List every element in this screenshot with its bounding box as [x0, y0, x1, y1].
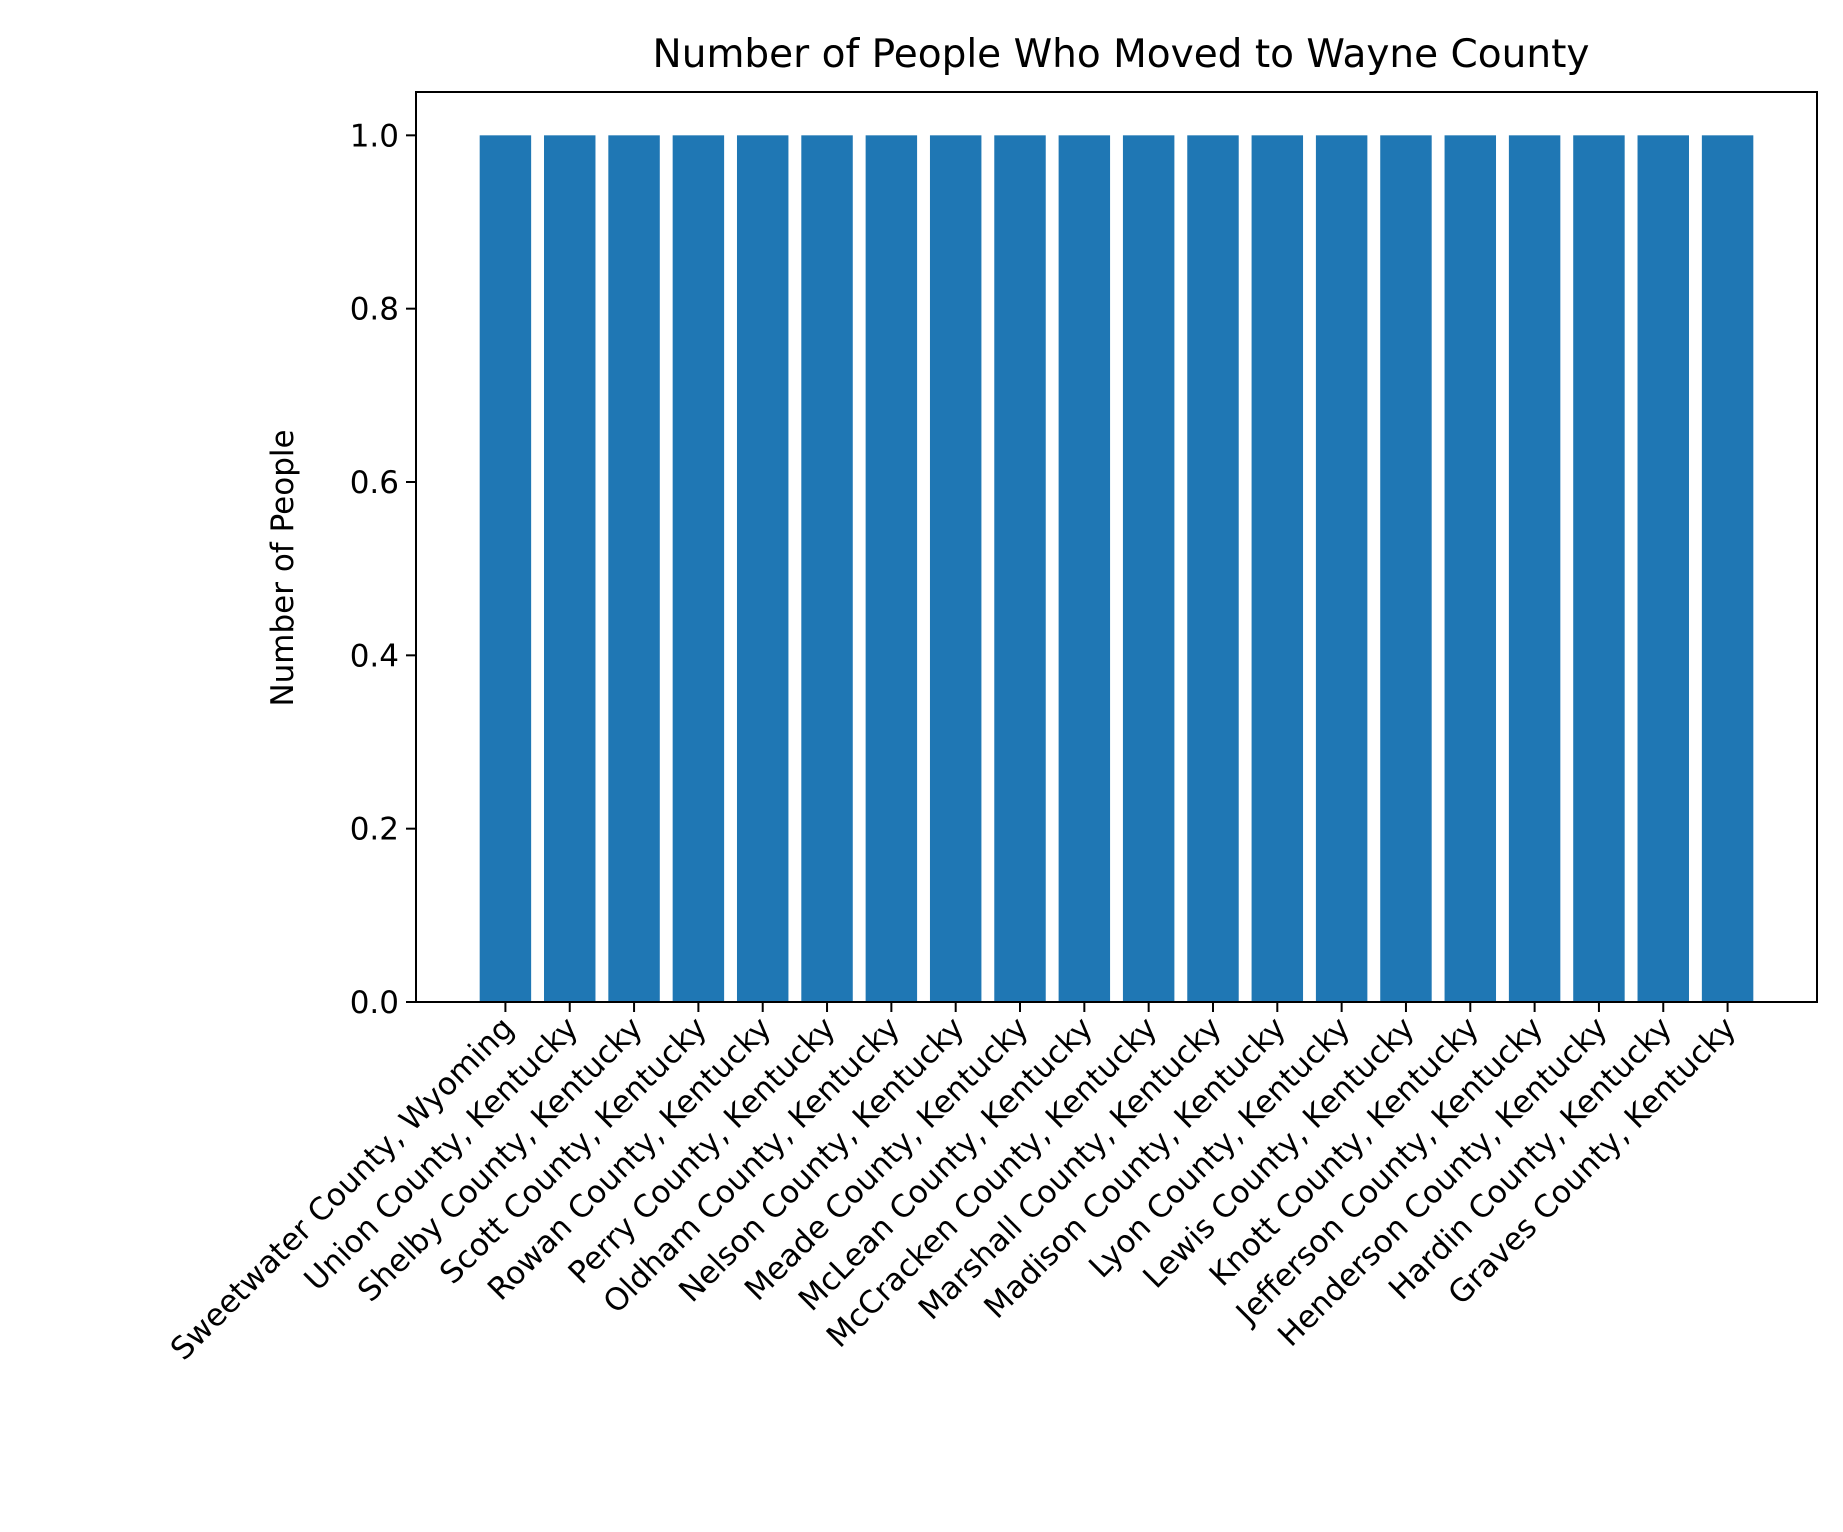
y-tick-label: 0.8 [350, 292, 399, 328]
y-tick-label: 0.6 [350, 465, 399, 501]
bar-18 [1637, 135, 1689, 1002]
bar-4 [736, 135, 789, 1002]
bar-13 [1315, 135, 1368, 1002]
bar-17 [1573, 135, 1625, 1002]
bar-0 [479, 135, 532, 1002]
plot-frame [415, 91, 1818, 1003]
bar-1 [544, 135, 596, 1002]
bar-15 [1444, 135, 1497, 1002]
y-tick-label: 0.4 [350, 638, 399, 674]
bar-16 [1508, 135, 1561, 1002]
bar-8 [994, 135, 1046, 1002]
bar-6 [865, 135, 918, 1002]
y-axis: 0.0 0.2 0.4 0.6 0.8 1.0 [350, 118, 416, 1021]
y-tick-label: 0.2 [350, 812, 399, 848]
bar-5 [801, 135, 853, 1002]
y-tick-label: 0.0 [350, 985, 399, 1021]
y-tick-label: 1.0 [350, 118, 399, 154]
bar-19 [1701, 135, 1754, 1002]
bars-group [479, 135, 1754, 1002]
bar-2 [608, 135, 660, 1002]
bar-10 [1122, 135, 1175, 1002]
bar-14 [1380, 135, 1432, 1002]
chart-title: Number of People Who Moved to Wayne Coun… [653, 32, 1590, 77]
bar-11 [1187, 135, 1239, 1002]
bar-12 [1251, 135, 1304, 1002]
bar-3 [672, 135, 725, 1002]
bar-7 [929, 135, 982, 1002]
bar-9 [1058, 135, 1111, 1002]
y-axis-label: Number of People [265, 429, 301, 706]
